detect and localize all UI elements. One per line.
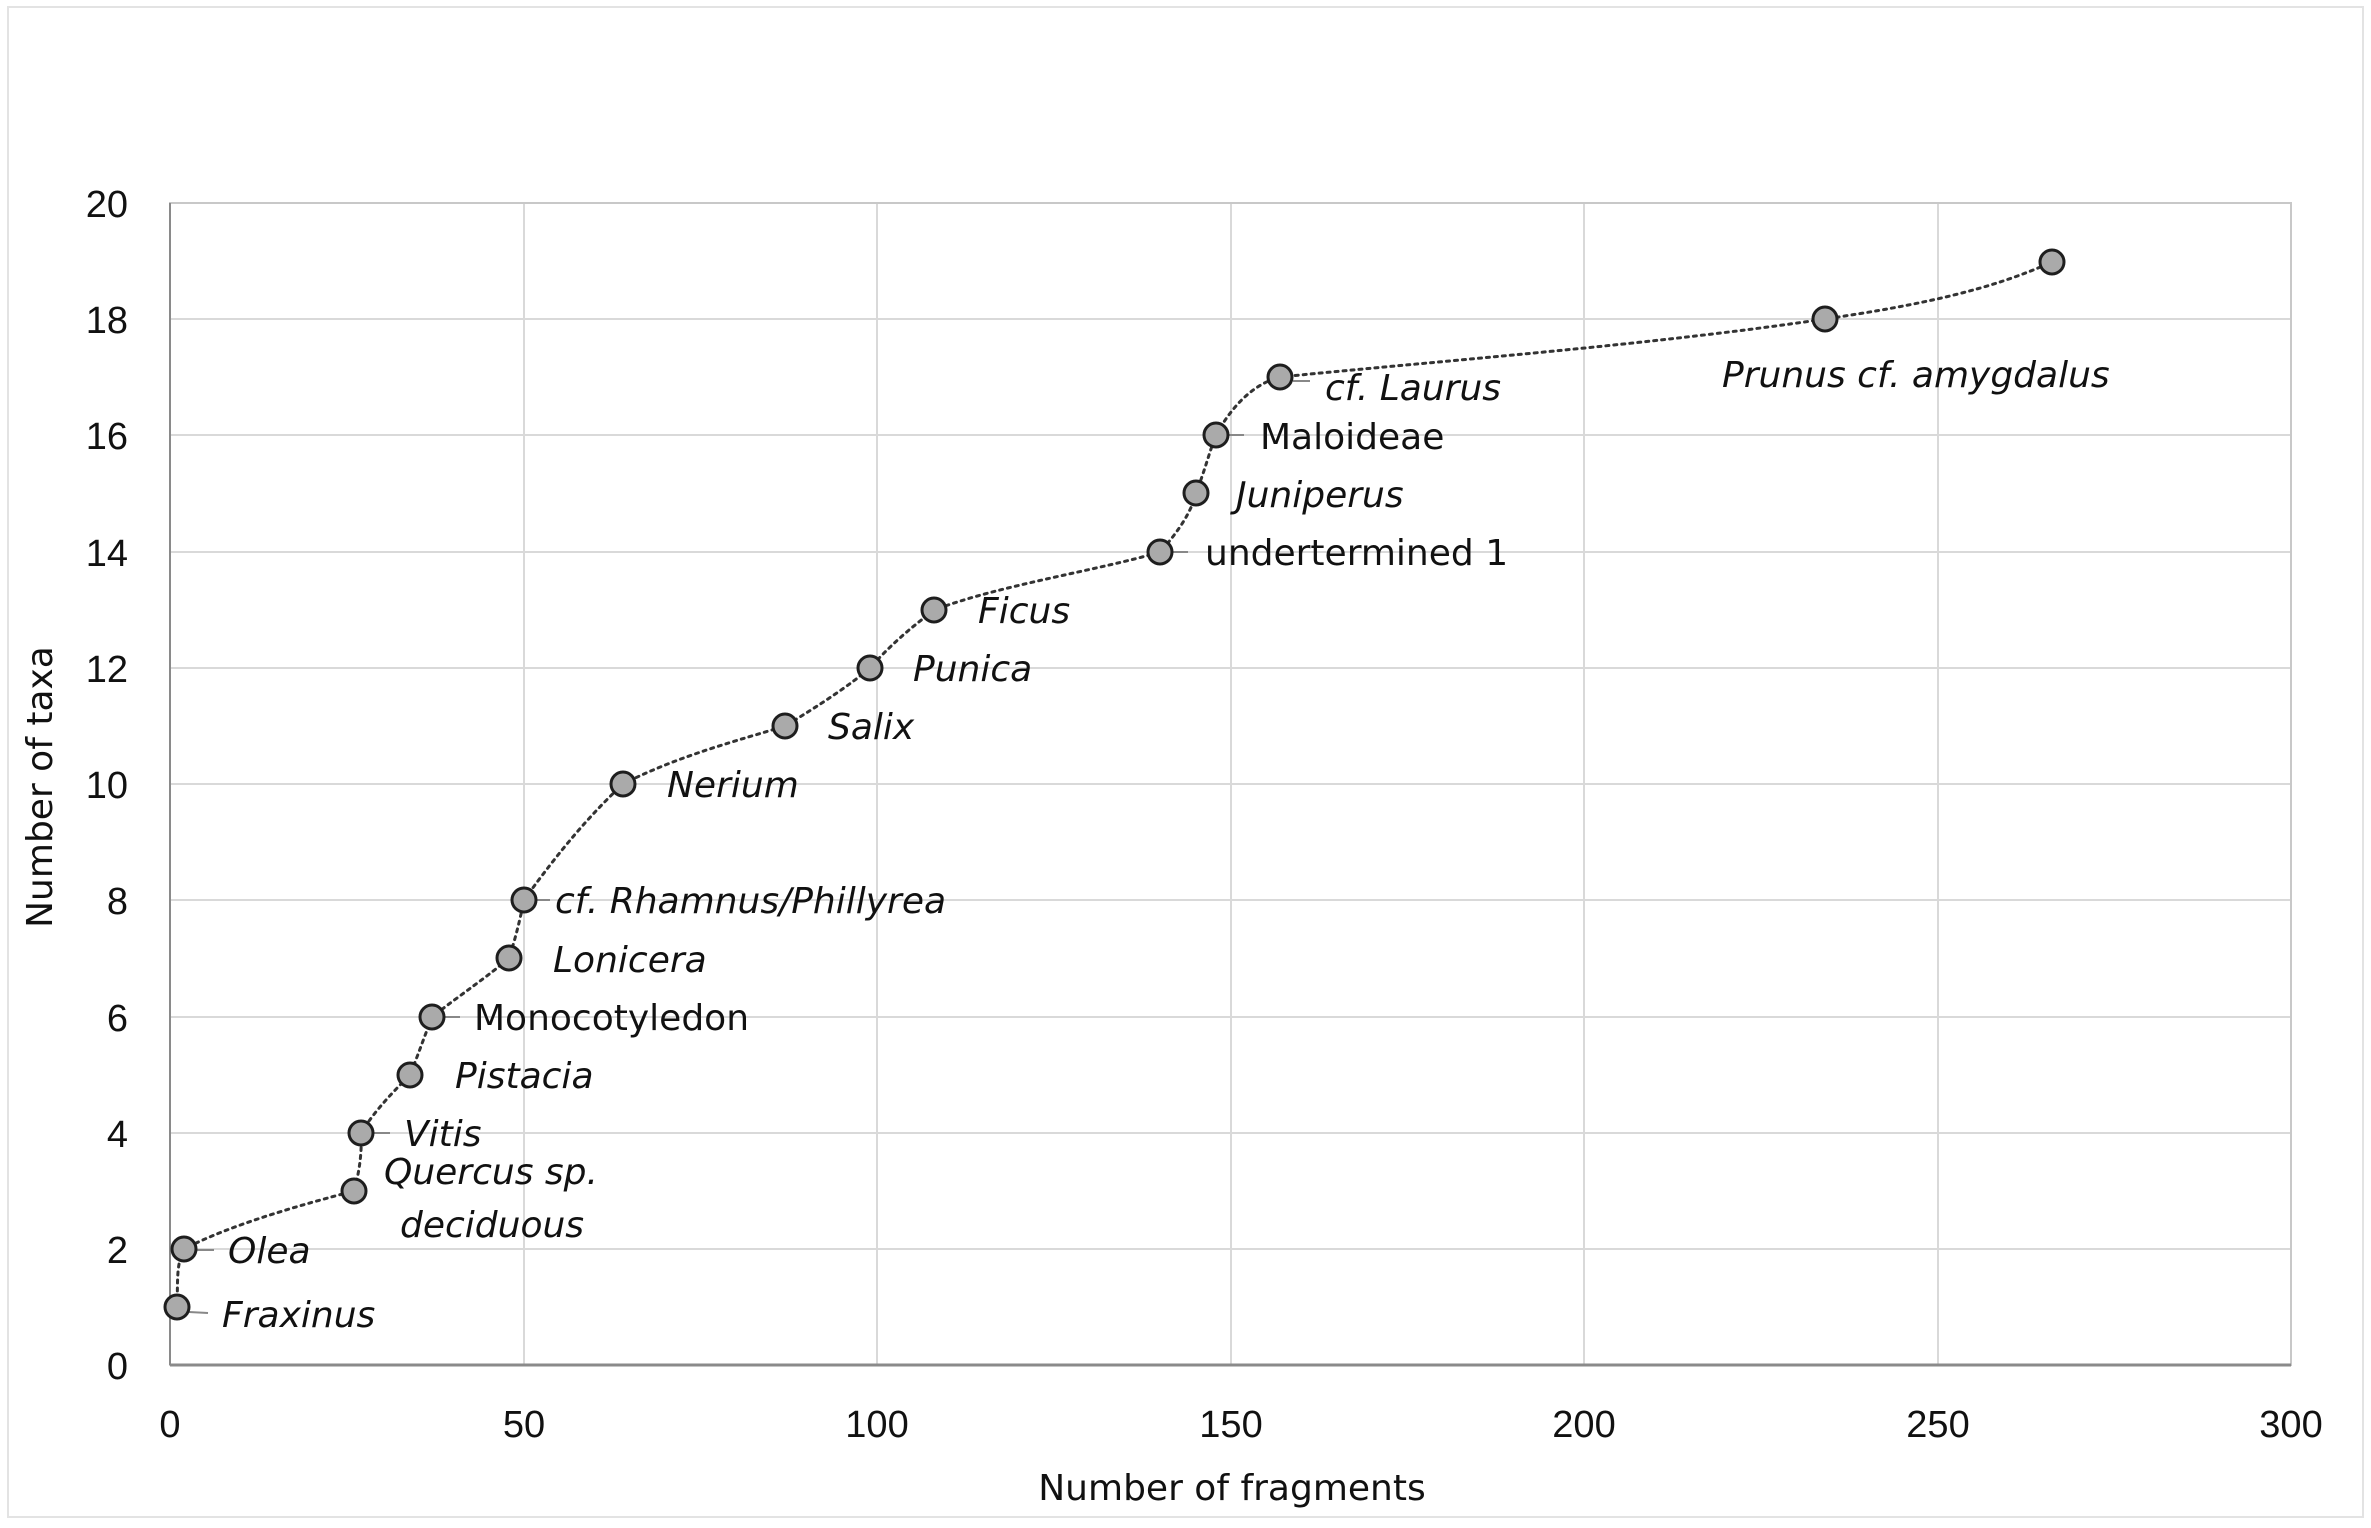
data-point-punica[interactable] <box>856 654 884 682</box>
y-tick: 16 <box>86 416 128 458</box>
label-quercus-line1: Quercus sp. <box>384 1152 598 1193</box>
data-point-rhamnus[interactable] <box>510 886 538 914</box>
label-maloideae: Maloideae <box>1260 417 1444 458</box>
x-tick: 200 <box>1552 1404 1615 1446</box>
label-monocotyledon: Monocotyledon <box>474 998 749 1039</box>
series-line <box>175 260 2054 1309</box>
label-rhamnus: cf. Rhamnus/Phillyrea <box>555 881 946 922</box>
data-point-19[interactable] <box>2038 248 2066 276</box>
data-point-salix[interactable] <box>771 712 799 740</box>
data-point-prunus[interactable] <box>1811 305 1839 333</box>
data-point-undetermined[interactable] <box>1146 538 1174 566</box>
label-olea: Olea <box>228 1231 311 1272</box>
label-juniperus: Juniperus <box>1230 475 1404 516</box>
y-tick: 10 <box>86 765 128 807</box>
label-undetermined: undertermined 1 <box>1205 533 1508 574</box>
data-point-olea[interactable] <box>170 1235 198 1263</box>
x-tick: 150 <box>1199 1404 1262 1446</box>
y-tick: 2 <box>107 1230 128 1272</box>
data-point-ficus[interactable] <box>920 596 948 624</box>
y-axis-title: Number of taxa <box>20 646 61 928</box>
label-punica: Punica <box>913 649 1032 690</box>
leader-lines <box>188 380 1310 1314</box>
data-point-quercus[interactable] <box>340 1177 368 1205</box>
x-tick: 0 <box>159 1404 180 1446</box>
y-tick: 4 <box>107 1114 128 1156</box>
y-tick: 18 <box>86 300 128 342</box>
label-quercus-line2: deciduous <box>400 1205 584 1246</box>
x-tick: 300 <box>2259 1404 2322 1446</box>
x-tick: 250 <box>1906 1404 1969 1446</box>
y-tick: 14 <box>86 533 128 575</box>
label-vitis: Vitis <box>404 1114 482 1155</box>
data-point-nerium[interactable] <box>609 770 637 798</box>
y-tick: 12 <box>86 649 128 691</box>
x-tick: 100 <box>845 1404 908 1446</box>
data-labels: Fraxinus Olea Quercus sp. deciduous Viti… <box>222 355 2110 1336</box>
data-point-vitis[interactable] <box>347 1119 375 1147</box>
label-prunus: Prunus cf. amygdalus <box>1722 355 2110 396</box>
x-axis-title: Number of fragments <box>1038 1468 1426 1509</box>
data-point-maloideae[interactable] <box>1202 421 1230 449</box>
y-tick: 8 <box>107 881 128 923</box>
label-fraxinus: Fraxinus <box>222 1295 375 1336</box>
data-point-monocotyledon[interactable] <box>418 1003 446 1031</box>
data-points <box>163 248 2066 1321</box>
label-pistacia: Pistacia <box>455 1056 594 1097</box>
x-tick: 50 <box>503 1404 545 1446</box>
y-tick: 0 <box>107 1346 128 1388</box>
y-tick-labels: 0 2 4 6 8 10 12 14 16 18 20 <box>86 184 128 1388</box>
y-tick: 6 <box>107 998 128 1040</box>
data-point-lonicera[interactable] <box>495 944 523 972</box>
y-tick: 20 <box>86 184 128 226</box>
data-point-juniperus[interactable] <box>1182 479 1210 507</box>
label-nerium: Nerium <box>667 765 799 806</box>
x-tick-labels: 0 50 100 150 200 250 300 <box>159 1404 2322 1446</box>
data-point-pistacia[interactable] <box>396 1061 424 1089</box>
chart-frame <box>7 6 2364 1518</box>
data-point-fraxinus[interactable] <box>163 1293 191 1321</box>
label-laurus: cf. Laurus <box>1325 368 1501 409</box>
label-salix: Salix <box>828 707 915 748</box>
label-lonicera: Lonicera <box>553 940 707 981</box>
data-point-laurus[interactable] <box>1266 363 1294 391</box>
label-ficus: Ficus <box>978 591 1070 632</box>
